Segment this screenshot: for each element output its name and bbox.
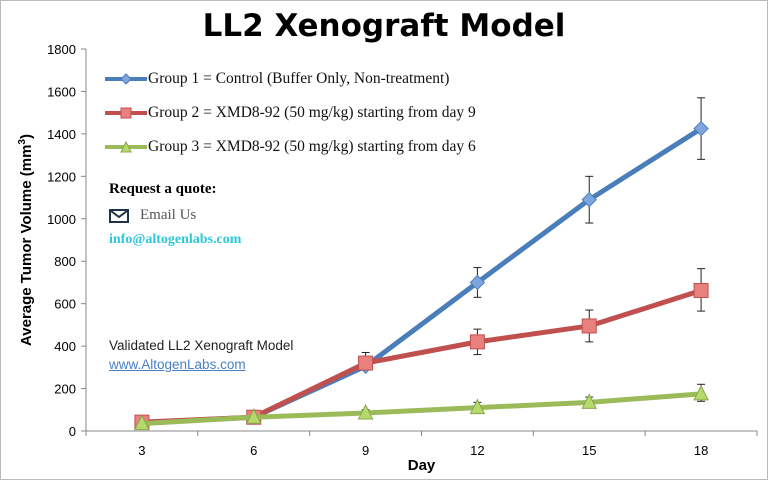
data-point [358, 355, 374, 371]
y-tick-label: 1800 [47, 42, 76, 57]
data-point [245, 408, 262, 424]
y-tick-label: 1600 [47, 84, 76, 99]
chart-title: LL2 Xenograft Model [202, 8, 566, 44]
x-tick-label: 15 [582, 443, 596, 458]
data-point [357, 403, 374, 420]
data-point [693, 384, 709, 401]
x-tick-label: 6 [250, 443, 257, 458]
y-tick-label: 800 [54, 254, 76, 269]
data-point [469, 274, 486, 291]
y-tick-label: 1000 [47, 212, 76, 227]
legend-item-group-1: Group 1 = Control (Buffer Only, Non-trea… [105, 62, 476, 96]
envelope-icon [109, 208, 129, 223]
data-point [134, 414, 150, 431]
legend-item-group-2: Group 2 = XMD8-92 (50 mg/kg) starting fr… [105, 96, 476, 130]
x-tick-label: 12 [470, 443, 484, 458]
legend-label: Group 1 = Control (Buffer Only, Non-trea… [148, 70, 450, 87]
legend-label: Group 3 = XMD8-92 (50 mg/kg) starting fr… [148, 138, 476, 155]
y-tick-label: 400 [54, 339, 76, 354]
y-tick-label: 1200 [47, 169, 76, 184]
data-point [693, 120, 709, 137]
series-line-group-1 [141, 126, 703, 426]
y-tick-label: 600 [54, 297, 76, 312]
data-point [469, 398, 486, 415]
data-point [581, 318, 597, 334]
series-line-group-3 [141, 391, 702, 427]
email-us-link[interactable]: Email Us [109, 207, 196, 224]
data-point [581, 393, 598, 409]
validated-model-text: Validated LL2 Xenograft Model [109, 338, 294, 353]
email-us-label: Email Us [140, 207, 197, 223]
x-tick-label: 18 [694, 443, 708, 458]
diamond-marker-icon [105, 73, 147, 85]
request-quote-heading: Request a quote: [109, 181, 217, 197]
x-tick-label: 9 [362, 443, 369, 458]
y-tick-label: 1400 [47, 127, 76, 142]
legend-label: Group 2 = XMD8-92 (50 mg/kg) starting fr… [148, 104, 476, 121]
y-tick-label: 0 [69, 424, 76, 439]
legend: Group 1 = Control (Buffer Only, Non-trea… [105, 62, 476, 164]
square-marker-icon [105, 107, 147, 119]
data-point [693, 283, 709, 299]
legend-item-group-3: Group 3 = XMD8-92 (50 mg/kg) starting fr… [105, 130, 476, 164]
website-link[interactable]: www.AltogenLabs.com [109, 357, 246, 372]
data-point [581, 191, 597, 208]
x-tick-label: 3 [138, 443, 145, 458]
email-address-link[interactable]: info@altogenlabs.com [109, 232, 242, 247]
x-axis-title: Day [408, 457, 436, 474]
y-tick-label: 200 [54, 382, 76, 397]
triangle-marker-icon [105, 141, 147, 153]
data-point [469, 334, 485, 350]
y-axis-title: Average Tumor Volume (mm3) [17, 134, 35, 346]
